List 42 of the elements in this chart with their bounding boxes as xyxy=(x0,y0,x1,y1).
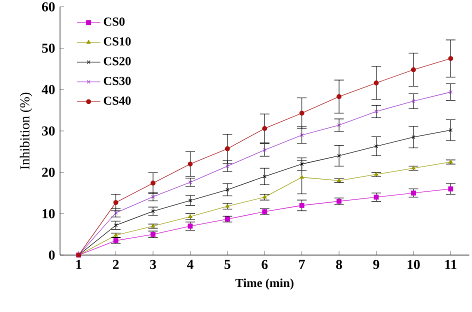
x-tick-label: 10 xyxy=(408,260,420,269)
y-tick-label: 10 xyxy=(42,208,55,218)
x-tick-label: 2 xyxy=(113,260,119,269)
legend-label: CS20 xyxy=(104,56,131,66)
y-tick-label: 30 xyxy=(42,126,55,136)
x-tick-label: 1 xyxy=(76,260,82,269)
point xyxy=(448,159,453,164)
legend-label: CS0 xyxy=(104,17,125,26)
x-tick-label: 4 xyxy=(187,260,194,269)
y-tick-label: 40 xyxy=(42,84,55,94)
point xyxy=(411,67,416,72)
point xyxy=(374,172,378,176)
point xyxy=(150,223,156,228)
y-tick-label: 20 xyxy=(42,168,55,177)
point xyxy=(336,94,342,99)
x-tick-label: 6 xyxy=(262,260,268,269)
point xyxy=(114,232,118,236)
point xyxy=(188,161,193,166)
x-tick-label: 8 xyxy=(336,260,342,269)
point xyxy=(150,180,156,186)
point xyxy=(299,110,304,116)
point xyxy=(336,178,342,182)
point xyxy=(113,200,118,205)
x-tick-label: 7 xyxy=(299,260,305,269)
point xyxy=(448,56,454,61)
x-tick-label: 11 xyxy=(445,260,456,269)
legend-label: CS10 xyxy=(104,37,131,46)
y-tick-label: 50 xyxy=(42,43,55,53)
x-axis-title: Time (min) xyxy=(235,278,294,290)
x-tick-label: 3 xyxy=(150,260,156,269)
legend-label: CS30 xyxy=(104,76,131,85)
y-axis-title: Inhibition (%) xyxy=(20,92,32,170)
x-tick-label: 9 xyxy=(373,260,380,269)
legend-label: CS40 xyxy=(104,96,131,105)
point xyxy=(262,126,268,131)
y-tick-label: 60 xyxy=(42,2,55,12)
y-tick-label: 0 xyxy=(48,250,55,260)
x-tick-label: 5 xyxy=(224,260,230,269)
point xyxy=(411,166,416,170)
point xyxy=(300,174,304,178)
point xyxy=(374,80,379,86)
point xyxy=(224,146,230,152)
